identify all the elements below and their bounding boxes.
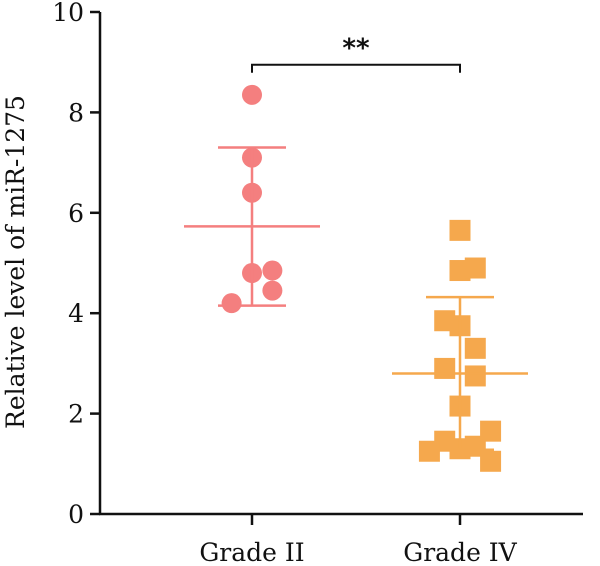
data-point	[449, 219, 471, 241]
x-tick-label: Grade IV	[403, 538, 517, 566]
y-tick-label: 0	[68, 500, 84, 529]
data-point	[221, 293, 242, 314]
data-point	[262, 260, 283, 281]
significance-bracket	[251, 63, 461, 73]
data-point	[480, 420, 502, 442]
y-tick-label: 10	[52, 0, 84, 27]
y-tick-label: 8	[68, 98, 84, 127]
y-tick-label: 6	[68, 199, 84, 228]
data-point	[418, 440, 440, 462]
y-tick-label: 2	[68, 400, 84, 429]
y-tick-label: 4	[68, 299, 84, 328]
data-point	[434, 357, 456, 379]
data-point	[464, 365, 486, 387]
data-point	[480, 450, 502, 472]
data-point	[262, 280, 283, 301]
x-tick-label: Grade II	[199, 538, 304, 566]
y-axis-title: Relative level of miR-1275	[1, 95, 30, 429]
data-point	[242, 84, 262, 105]
data-point	[464, 257, 486, 279]
data-point	[464, 337, 486, 359]
significance-label: **	[342, 34, 370, 64]
